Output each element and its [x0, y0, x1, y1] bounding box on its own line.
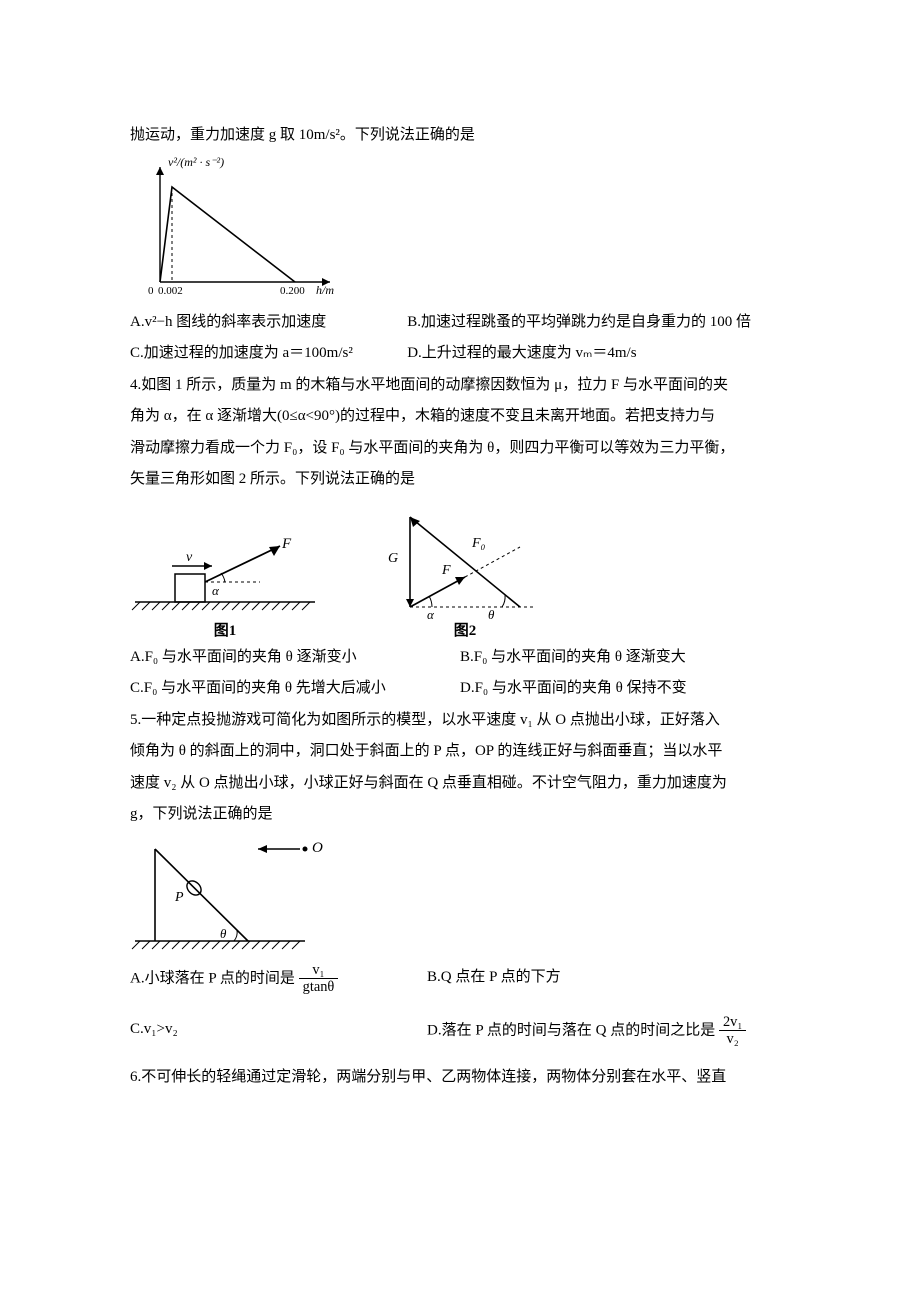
- q3-xtick1: 0.002: [158, 285, 183, 297]
- q5-stem2: 倾角为 θ 的斜面上的洞中，洞口处于斜面上的 P 点，OP 的连线正好与斜面垂直…: [130, 736, 790, 768]
- q3-optB: B.加速过程跳蚤的平均弹跳力约是自身重力的 100 倍: [407, 307, 790, 339]
- q5-optA-num: v₁: [299, 962, 339, 980]
- svg-text:α: α: [212, 583, 220, 598]
- svg-text:θ: θ: [220, 926, 227, 941]
- q4-optB: B.F₀ 与水平面间的夹角 θ 逐渐变大: [460, 642, 790, 674]
- q5-optD: D.落在 P 点的时间与落在 Q 点的时间之比是 2v₁ v₂: [427, 1014, 790, 1048]
- q4-fig1: v F α: [130, 532, 320, 622]
- q3-optA: A.v²−h 图线的斜率表示加速度: [130, 307, 407, 339]
- q5-optB: B.Q 点在 P 点的下方: [427, 962, 790, 996]
- q3-options: A.v²−h 图线的斜率表示加速度 B.加速过程跳蚤的平均弹跳力约是自身重力的 …: [130, 307, 790, 339]
- q5-stem4: g，下列说法正确的是: [130, 799, 790, 831]
- q4-optD: D.F₀ 与水平面间的夹角 θ 保持不变: [460, 673, 790, 705]
- q5-optD-num: 2v₁: [719, 1014, 746, 1032]
- svg-text:v: v: [186, 550, 193, 565]
- svg-text:G: G: [388, 551, 398, 566]
- svg-text:θ: θ: [488, 607, 495, 622]
- q4-fig1-caption: 图1: [130, 622, 320, 640]
- q4-fig1-wrap: v F α 图1: [130, 532, 320, 640]
- svg-text:F: F: [281, 536, 292, 552]
- q4-stem1: 4.如图 1 所示，质量为 m 的木箱与水平地面间的动摩擦因数恒为 μ，拉力 F…: [130, 370, 790, 402]
- q4-optC: C.F₀ 与水平面间的夹角 θ 先增大后减小: [130, 673, 460, 705]
- svg-text:F₀: F₀: [471, 536, 486, 551]
- q3-xtick0: 0: [148, 285, 154, 297]
- q5-options2: C.v₁>v₂ D.落在 P 点的时间与落在 Q 点的时间之比是 2v₁ v₂: [130, 1014, 790, 1048]
- svg-text:α: α: [427, 607, 435, 622]
- q3-ylabel: v²/(m² · s⁻²): [168, 155, 224, 169]
- q5-optA-frac: v₁ gtanθ: [299, 962, 339, 996]
- q6-stem1: 6.不可伸长的轻绳通过定滑轮，两端分别与甲、乙两物体连接，两物体分别套在水平、竖…: [130, 1062, 790, 1094]
- q3-graph: v²/(m² · s⁻²) 0 0.002 0.200 h/m: [130, 152, 350, 307]
- q5-optC: C.v₁>v₂: [130, 1014, 427, 1048]
- q3-optD: D.上升过程的最大速度为 vₘ＝4m/s: [407, 338, 790, 370]
- q3-xtick2: 0.200: [280, 285, 305, 297]
- q5-stem3: 速度 v₂ 从 O 点抛出小球，小球正好与斜面在 Q 点垂直相碰。不计空气阻力，…: [130, 768, 790, 800]
- svg-text:O: O: [312, 840, 323, 856]
- q4-fig2-wrap: G F₀ F α θ 图2: [380, 502, 550, 640]
- q3-intro: 抛运动，重力加速度 g 取 10m/s²。下列说法正确的是: [130, 120, 790, 152]
- q4-stem3: 滑动摩擦力看成一个力 F₀，设 F₀ 与水平面间的夹角为 θ，则四力平衡可以等效…: [130, 433, 790, 465]
- q5-stem1: 5.一种定点投抛游戏可简化为如图所示的模型，以水平速度 v₁ 从 O 点抛出小球…: [130, 705, 790, 737]
- q4-options2: C.F₀ 与水平面间的夹角 θ 先增大后减小 D.F₀ 与水平面间的夹角 θ 保…: [130, 673, 790, 705]
- svg-text:F: F: [441, 563, 451, 578]
- q5-fig: θ P O: [130, 831, 340, 956]
- q4-fig2: G F₀ F α θ: [380, 502, 550, 622]
- q5-optD-den: v₂: [719, 1031, 746, 1048]
- q5-optA-pre: A.小球落在 P 点的时间是: [130, 970, 295, 986]
- q4-optA: A.F₀ 与水平面间的夹角 θ 逐渐变小: [130, 642, 460, 674]
- q5-optD-pre: D.落在 P 点的时间与落在 Q 点的时间之比是: [427, 1022, 715, 1038]
- svg-text:P: P: [174, 890, 184, 905]
- q3-options2: C.加速过程的加速度为 a＝100m/s² D.上升过程的最大速度为 vₘ＝4m…: [130, 338, 790, 370]
- q3-xlabel: h/m: [316, 283, 334, 297]
- q4-options: A.F₀ 与水平面间的夹角 θ 逐渐变小 B.F₀ 与水平面间的夹角 θ 逐渐变…: [130, 642, 790, 674]
- q4-fig2-caption: 图2: [380, 622, 550, 640]
- q5-optD-frac: 2v₁ v₂: [719, 1014, 746, 1048]
- q5-optA: A.小球落在 P 点的时间是 v₁ gtanθ: [130, 962, 427, 996]
- q3-optC: C.加速过程的加速度为 a＝100m/s²: [130, 338, 407, 370]
- q5-optA-den: gtanθ: [299, 979, 339, 996]
- q4-stem2: 角为 α，在 α 逐渐增大(0≤α<90°)的过程中，木箱的速度不变且未离开地面…: [130, 401, 790, 433]
- q5-options1: A.小球落在 P 点的时间是 v₁ gtanθ B.Q 点在 P 点的下方: [130, 962, 790, 996]
- q4-stem4: 矢量三角形如图 2 所示。下列说法正确的是: [130, 464, 790, 496]
